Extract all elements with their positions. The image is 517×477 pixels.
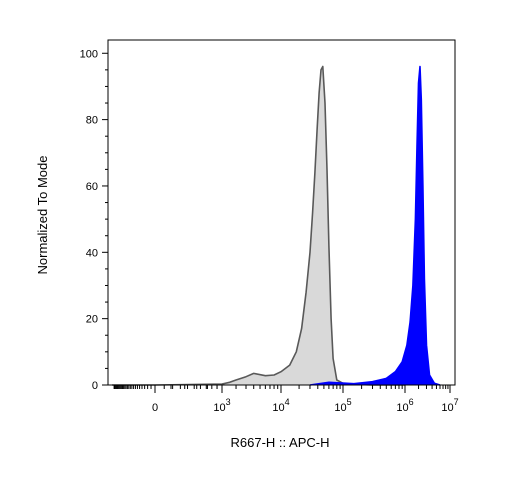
- x-tick-label: 104: [272, 397, 289, 414]
- axes-layer: 0 20 40 60 80 100 0 103 104 105 106 107: [80, 39, 459, 414]
- series-layer: [112, 65, 441, 386]
- x-tick-label: 105: [334, 397, 351, 414]
- series-1-area: [112, 66, 405, 385]
- y-tick-label-20: 20: [86, 314, 98, 326]
- x-tick-label: 0: [152, 402, 158, 414]
- series-1-line: [112, 65, 405, 386]
- x-tick-label: 106: [396, 397, 413, 414]
- x-tick-label: 107: [441, 397, 458, 414]
- y-tick-label-80: 80: [86, 115, 98, 127]
- y-tick-label-40: 40: [86, 247, 98, 259]
- y-tick-label-60: 60: [86, 181, 98, 193]
- x-axis-title: R667-H :: APC-H: [231, 435, 330, 450]
- y-axis-title: Normalized To Mode: [35, 156, 50, 275]
- plot-frame: [107, 39, 456, 386]
- x-tick-label: 103: [213, 397, 230, 414]
- series-2-line: [309, 65, 441, 386]
- y-tick-label-100: 100: [80, 48, 98, 60]
- y-tick-label-0: 0: [92, 380, 98, 392]
